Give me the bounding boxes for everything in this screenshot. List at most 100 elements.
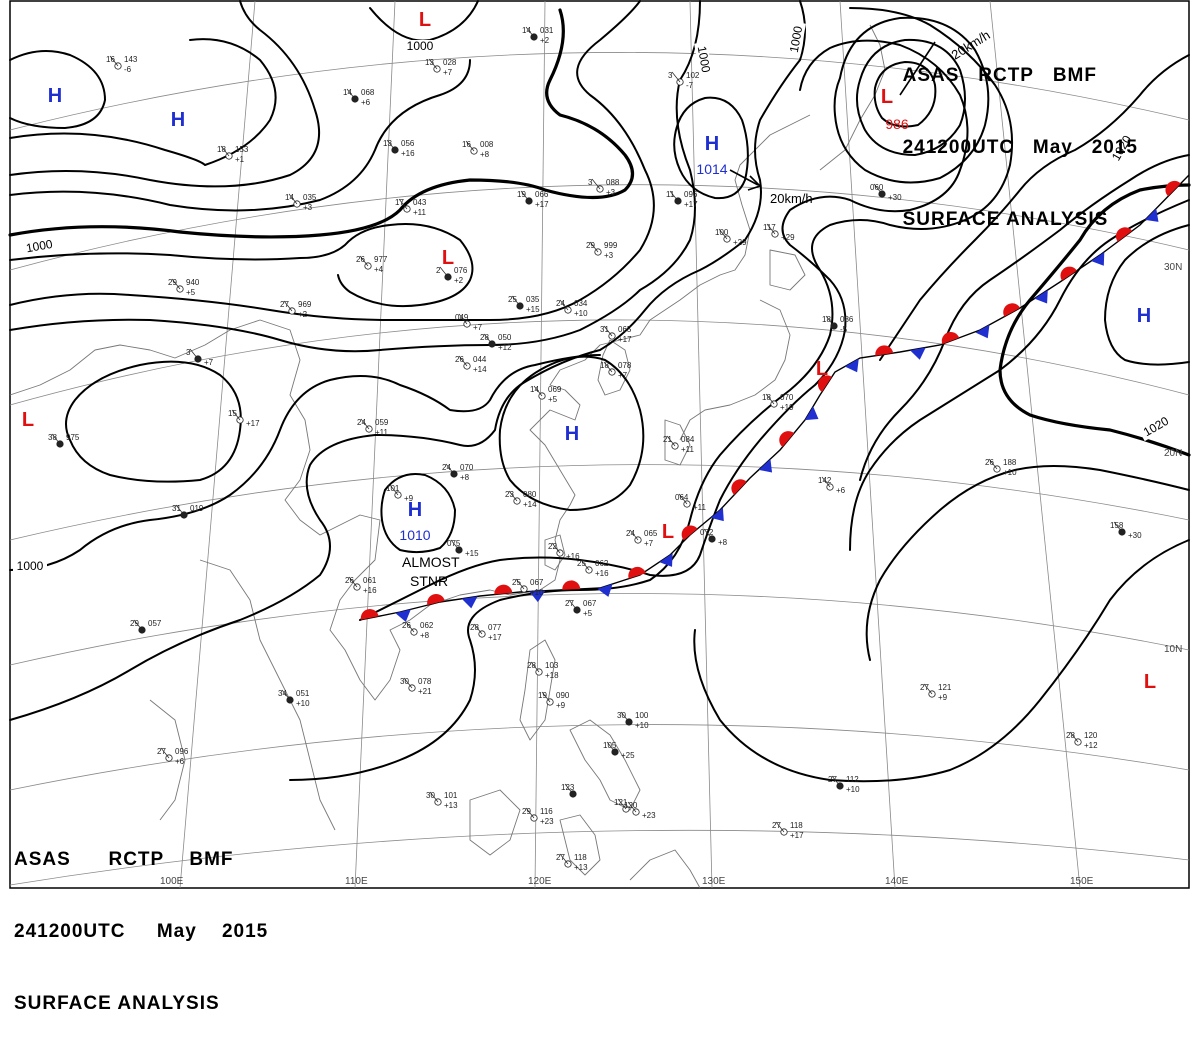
philippines-south bbox=[569, 719, 641, 811]
station-plot: 24 034+10 bbox=[556, 299, 588, 318]
station-plot: 29 999+3 bbox=[586, 241, 618, 260]
lon-100e-line bbox=[179, 0, 256, 889]
station-temp: 14 bbox=[343, 88, 352, 97]
title-block-bottom-left: ASAS RCTP BMF 241200UTC May 2015 SURFACE… bbox=[14, 800, 268, 1040]
low-center-marker: L bbox=[816, 358, 828, 380]
wind-barb bbox=[831, 775, 841, 787]
isobar-value-label: 1000 bbox=[403, 39, 437, 53]
station-plot: 14 069+5 bbox=[530, 385, 562, 404]
lat-30n-line bbox=[9, 184, 1190, 271]
station-temp: 075 bbox=[447, 539, 461, 548]
longitude-label: 120E bbox=[528, 876, 552, 887]
station-plot: 120 +23 bbox=[624, 801, 656, 820]
station-temp: 21 bbox=[663, 435, 672, 444]
station-pressure: 084 bbox=[681, 435, 695, 444]
warm-front-symbol bbox=[1165, 180, 1181, 197]
wind-barb bbox=[589, 241, 599, 253]
station-plot: 27 112+10 bbox=[828, 775, 860, 794]
station-tendency: +6 bbox=[175, 757, 185, 766]
station-temp: 27 bbox=[157, 747, 166, 756]
title-line-2-bl: 241200UTC May 2015 bbox=[14, 920, 268, 944]
grid-labels: 100E 110E 120E 130E 140E 150E 30N 20N 10N bbox=[160, 262, 1182, 887]
station-pressure: 077 bbox=[488, 623, 502, 632]
high-center-marker: H bbox=[48, 85, 62, 107]
station-plot: 17 043+11 bbox=[395, 198, 427, 217]
station-tendency: +30 bbox=[1128, 531, 1142, 540]
station-tendency: +7 bbox=[443, 68, 453, 77]
station-plot: 23 080+14 bbox=[505, 490, 537, 509]
warm-front-symbol bbox=[360, 609, 379, 620]
station-tendency: +3 bbox=[606, 188, 616, 197]
high-center-marker: H bbox=[565, 423, 579, 445]
station-tendency: +16 bbox=[401, 149, 415, 158]
wind-barb bbox=[405, 621, 415, 633]
station-tendency: +11 bbox=[413, 208, 427, 217]
station-pressure: 051 bbox=[296, 689, 310, 698]
station-pressure: 028 bbox=[443, 58, 457, 67]
wind-barb bbox=[360, 418, 370, 430]
low-center-marker: L bbox=[22, 409, 34, 431]
station-tendency: +12 bbox=[498, 343, 512, 352]
station-pressure: 102 bbox=[686, 71, 700, 80]
wind-barb bbox=[428, 58, 438, 70]
title-station-asas-bl: ASAS bbox=[14, 849, 71, 870]
station-plot: 100 +29 bbox=[715, 228, 747, 247]
station-pressure: 188 bbox=[1003, 458, 1017, 467]
isobar-1014-high bbox=[673, 96, 749, 200]
lat-10n-line bbox=[9, 724, 1190, 791]
wind-barb bbox=[591, 178, 601, 190]
wind-barb bbox=[175, 504, 185, 516]
annotation-stnr: STNR bbox=[410, 573, 448, 589]
station-temp: 18 bbox=[600, 361, 609, 370]
station-tendency: -6 bbox=[124, 65, 132, 74]
station-pressure: 121 bbox=[938, 683, 952, 692]
low-center-marker: L bbox=[662, 521, 674, 543]
station-plot: 26 061+16 bbox=[345, 576, 377, 595]
cold-front-symbol bbox=[461, 596, 478, 609]
station-tendency: +9 bbox=[938, 693, 948, 702]
station-tendency: +3 bbox=[303, 203, 313, 212]
coastlines bbox=[9, 24, 886, 889]
station-temp: 121 bbox=[614, 798, 628, 807]
station-pressure: 078 bbox=[418, 677, 432, 686]
cold-front-symbol bbox=[1034, 289, 1048, 304]
high-center-marker: H bbox=[705, 133, 719, 155]
station-tendency: +21 bbox=[418, 687, 432, 696]
wind-barb bbox=[1113, 521, 1123, 533]
station-temp: 27 bbox=[828, 775, 837, 784]
station-tendency: +7 bbox=[618, 371, 628, 380]
svg-text:1000: 1000 bbox=[407, 39, 434, 53]
station-plot: 28 103+18 bbox=[527, 661, 559, 680]
station-plot: 101 +9 bbox=[386, 484, 414, 503]
station-temp: 22 bbox=[548, 542, 557, 551]
wind-barb bbox=[1069, 731, 1079, 743]
longitude-label: 110E bbox=[345, 876, 368, 887]
isobar-1000-main bbox=[8, 8, 635, 239]
low-center-marker: L bbox=[1144, 671, 1156, 693]
wind-barb bbox=[386, 139, 396, 151]
station-tendency: +7 bbox=[644, 539, 654, 548]
station-tendency: +14 bbox=[473, 365, 487, 374]
station-pressure: 090 bbox=[556, 691, 570, 700]
station-pressure: 940 bbox=[186, 278, 200, 287]
station-temp: 105 bbox=[603, 741, 617, 750]
station-plot: 21 084+11 bbox=[663, 435, 695, 454]
warm-front-symbol bbox=[427, 593, 445, 606]
station-pressure: 008 bbox=[480, 140, 494, 149]
station-pressure: 078 bbox=[618, 361, 632, 370]
station-temp: 27 bbox=[565, 599, 574, 608]
svg-text:1000: 1000 bbox=[17, 559, 44, 573]
station-tendency: +10 bbox=[530, 588, 544, 597]
station-tendency: +3 bbox=[604, 251, 614, 260]
station-temp: 14 bbox=[522, 26, 531, 35]
wind-barb bbox=[678, 493, 688, 505]
station-tendency: +14 bbox=[523, 500, 537, 509]
station-tendency: +9 bbox=[404, 494, 414, 503]
station-temp: 30 bbox=[617, 711, 626, 720]
longitude-label: 100E bbox=[160, 876, 184, 887]
station-plot: 29 940+5 bbox=[168, 278, 200, 297]
station-temp: 29 bbox=[130, 619, 139, 628]
borneo-north bbox=[469, 789, 521, 856]
warm-front-symbol bbox=[731, 479, 747, 495]
cold-front-symbol bbox=[659, 553, 673, 567]
